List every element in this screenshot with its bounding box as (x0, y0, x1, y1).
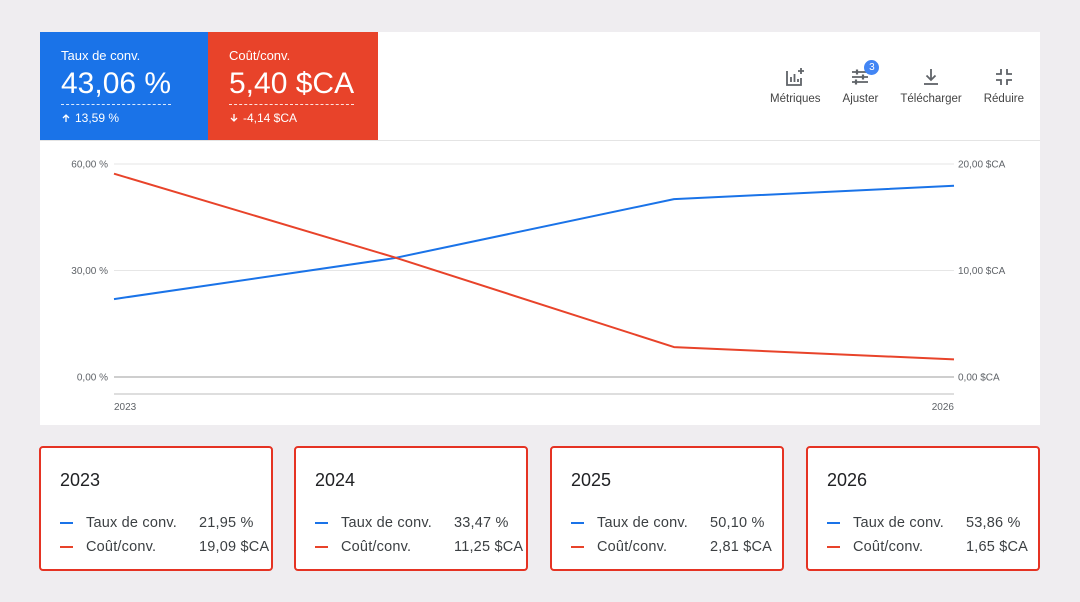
y-tick-label-right: 20,00 $CA (958, 160, 1006, 171)
scorecard-conversion-rate[interactable]: Taux de conv. 43,06 % 13,59 % (40, 32, 208, 140)
arrow-up-icon (62, 114, 70, 122)
x-tick-label: 2026 (932, 402, 955, 413)
scorecard-value: 43,06 % (61, 66, 172, 105)
series-line-conversion-rate (113, 184, 955, 301)
card-rate-label: Taux de conv. (597, 515, 688, 531)
year-summary-card: 2024 Taux de conv. 33,47 % Coût/conv. 11… (294, 446, 528, 571)
scorecard-delta: 13,59 % (61, 111, 208, 125)
card-rate-label: Taux de conv. (86, 515, 177, 531)
collapse-icon (995, 69, 1012, 85)
card-cost-value: 11,25 $CA (454, 539, 524, 555)
card-row-rate: Taux de conv. 53,86 % (827, 511, 1038, 535)
chart-panel: 0,00 % 30,00 % 60,00 % 0,00 $CA 10,00 $CA 20,… (40, 32, 1040, 425)
card-rate-value: 50,10 % (710, 515, 765, 531)
card-cost-label: Coût/conv. (86, 539, 157, 555)
year-summary-card: 2025 Taux de conv. 50,10 % Coût/conv. 2,… (550, 446, 784, 571)
adjust-label: Ajuster (842, 93, 879, 105)
header-divider (40, 140, 1040, 141)
card-cost-label: Coût/conv. (853, 539, 924, 555)
card-rate-value: 21,95 % (199, 515, 254, 531)
card-cost-value: 2,81 $CA (710, 539, 773, 555)
card-row-cost: Coût/conv. 19,09 $CA (60, 535, 271, 559)
download-label: Télécharger (900, 93, 962, 105)
card-rate-label: Taux de conv. (341, 515, 432, 531)
card-year: 2023 (60, 470, 101, 490)
card-cost-value: 1,65 $CA (966, 539, 1029, 555)
scorecard-label: Coût/conv. (229, 48, 291, 63)
card-rate-label: Taux de conv. (853, 515, 944, 531)
adjust-button[interactable]: 3 Ajuster (842, 60, 880, 105)
year-summary-card: 2026 Taux de conv. 53,86 % Coût/conv. 1,… (806, 446, 1040, 571)
scorecard-delta-value: -4,14 $CA (243, 111, 298, 125)
series-swatch-blue (827, 522, 840, 524)
year-summary-card: 2023 Taux de conv. 21,95 % Coût/conv. 19… (39, 446, 273, 571)
reduce-label: Réduire (983, 93, 1024, 105)
card-cost-label: Coût/conv. (341, 539, 412, 555)
card-cost-value: 19,09 $CA (199, 539, 270, 555)
series-swatch-red (315, 546, 328, 548)
card-rate-value: 53,86 % (966, 515, 1021, 531)
card-year: 2025 (571, 470, 612, 490)
y-tick-label-left: 60,00 % (71, 160, 108, 171)
card-cost-label: Coût/conv. (597, 539, 668, 555)
series-swatch-blue (571, 522, 584, 524)
series-swatch-blue (60, 522, 73, 524)
scorecard-cost-per-conversion[interactable]: Coût/conv. 5,40 $CA -4,14 $CA (208, 32, 378, 140)
metrics-button[interactable]: Métriques (770, 66, 821, 105)
tune-icon (852, 69, 869, 85)
series-swatch-red (827, 546, 840, 548)
y-tick-label-left: 0,00 % (77, 373, 108, 384)
card-rate-value: 33,47 % (454, 515, 509, 531)
scorecard-delta-value: 13,59 % (75, 111, 120, 125)
scorecard-value: 5,40 $CA (229, 66, 355, 105)
metrics-label: Métriques (770, 93, 821, 105)
line-chart: 0,00 % 30,00 % 60,00 % 0,00 $CA 10,00 $CA 20,… (71, 160, 1006, 414)
card-year: 2024 (315, 470, 356, 490)
arrow-down-icon (230, 114, 238, 122)
card-row-cost: Coût/conv. 2,81 $CA (571, 535, 782, 559)
x-tick-label: 2023 (114, 402, 137, 413)
card-row-rate: Taux de conv. 33,47 % (315, 511, 526, 535)
add-chart-icon (786, 68, 805, 86)
y-tick-label-left: 30,00 % (71, 266, 108, 277)
y-tick-label-right: 0,00 $CA (958, 373, 1000, 384)
reduce-button[interactable]: Réduire (984, 66, 1024, 105)
y-tick-label-right: 10,00 $CA (958, 266, 1006, 277)
series-swatch-red (571, 546, 584, 548)
chart-toolbar: Métriques 3 Ajuster Télécharger (748, 60, 1024, 105)
adjust-badge: 3 (864, 60, 880, 75)
card-year: 2026 (827, 470, 868, 490)
series-swatch-red (60, 546, 73, 548)
card-row-rate: Taux de conv. 50,10 % (571, 511, 782, 535)
scorecard-delta: -4,14 $CA (229, 111, 378, 125)
card-row-cost: Coût/conv. 11,25 $CA (315, 535, 526, 559)
download-icon (924, 69, 939, 85)
download-button[interactable]: Télécharger (900, 66, 962, 105)
card-row-cost: Coût/conv. 1,65 $CA (827, 535, 1038, 559)
card-row-rate: Taux de conv. 21,95 % (60, 511, 271, 535)
series-swatch-blue (315, 522, 328, 524)
series-line-cost-per-conversion (113, 172, 955, 361)
scorecard-label: Taux de conv. (61, 48, 141, 63)
